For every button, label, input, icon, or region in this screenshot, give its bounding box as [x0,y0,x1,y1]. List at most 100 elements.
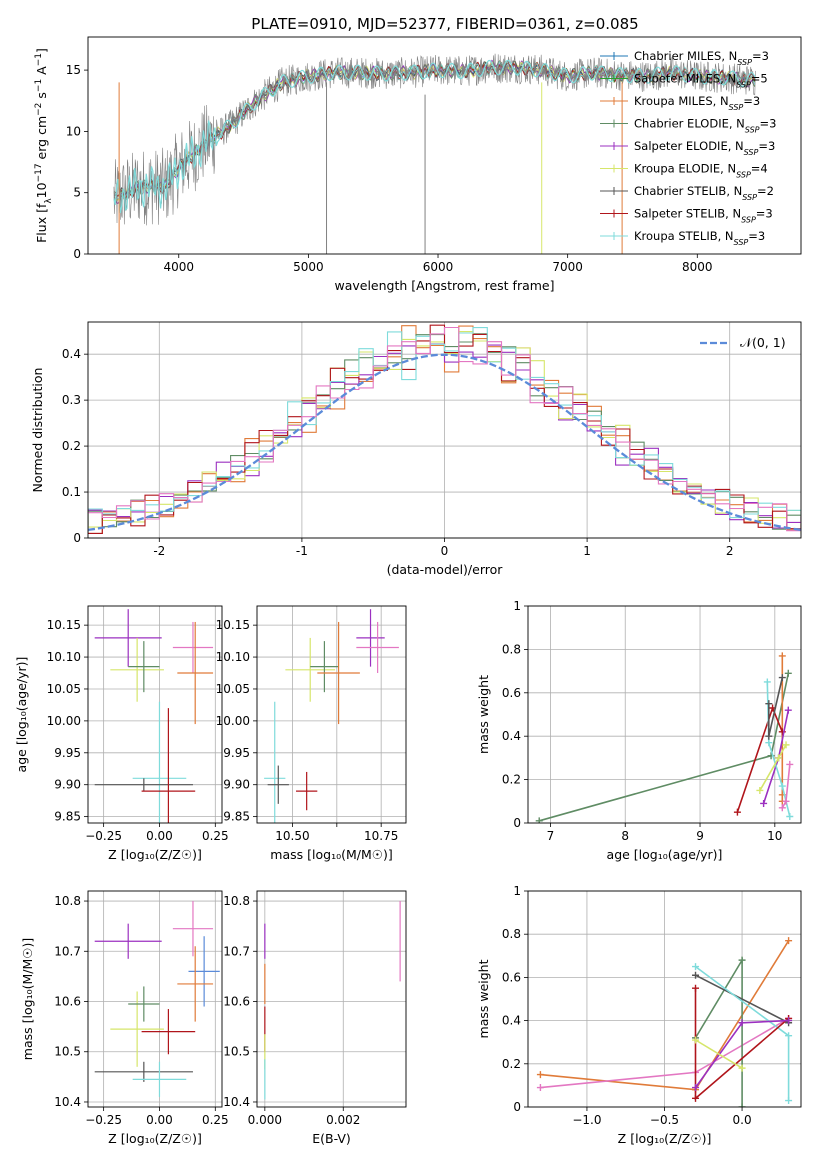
y-tick-label: 10 [66,124,81,138]
residual-histogram [88,326,801,532]
weight-line [695,974,789,1024]
mass_vs_ebv-points [264,901,401,1100]
legend-sub: SSP [742,193,757,202]
y-tick-label: 10.05 [47,682,81,696]
weight-marker [765,700,773,708]
weight-marker [692,963,700,971]
legend-sub: SSP [744,148,759,157]
x-tick-label: 7000 [552,260,583,274]
y-tick-label: 9.95 [223,746,250,760]
model-spectrum-line [113,59,757,214]
figure-title: PLATE=0910, MJD=52377, FIBERID=0361, z=0… [251,15,638,33]
weight_vs_age-frame [527,605,802,824]
weight-marker [738,1019,746,1027]
legend-count: =3 [748,229,765,243]
x-tick-label: 4000 [163,260,194,274]
y-tick-label: 10.4 [223,1095,250,1109]
normal-curve [88,353,801,532]
y-axis-label-part: A [34,66,49,79]
y-tick-label: 10.05 [216,682,250,696]
data-point [110,991,164,1067]
mass_vs_Z-frame [87,890,223,1108]
x-tick-label: 0.00 [146,1113,173,1127]
data-point [128,641,160,693]
y-tick-label: 1 [513,884,521,898]
weight-series [778,760,794,812]
y-tick-label: 10.6 [223,995,250,1009]
data-point [267,765,289,804]
data-point [132,701,187,823]
y-axis-label: mass [log₁₀(M/M☉)] [20,938,35,1060]
weight-marker [785,1032,793,1040]
data-point [172,621,214,674]
data-point [132,1061,187,1097]
y-axis-label-part: ] [34,48,49,53]
x-tick-label: 0 [441,544,449,558]
y-axis-label: mass weight [476,959,491,1038]
data-point [264,701,286,823]
y-tick-label: 0.6 [502,970,521,984]
x-tick-label: 0.0 [733,1113,752,1127]
spectrum-frame [87,36,802,255]
weight-series [733,704,786,816]
y-tick-label: 1 [513,599,521,613]
y-tick-label: 0.6 [502,686,521,700]
legend-name: Chabrier ELODIE, N [634,117,745,131]
x-axis-label: (data-model)/error [387,562,504,577]
y-tick-label: 10.6 [54,995,81,1009]
y-tick-label: 0.2 [502,773,521,787]
weight_vs_Z-lines [536,937,793,1107]
legend-label: Salpeter MILES, NSSP=5 [634,72,768,90]
legend-count: =2 [757,184,774,198]
weight-marker [785,937,793,945]
weight-marker [692,1036,700,1044]
data-point [141,708,196,823]
weight-marker [535,817,543,823]
legend-count: =4 [751,162,768,176]
x-tick-label: −0.5 [650,1113,679,1127]
y-tick-label: 10.15 [216,618,250,632]
x-tick-label: 6000 [423,260,454,274]
age_vs_mass-axes: 10.50 10.75 9.85 9.90 9.95 10.00 10.05 10.10 10.… [216,606,406,862]
weight-marker [756,786,764,794]
x-tick-label: 0.25 [202,829,229,843]
y-tick-label: 0.1 [62,485,81,499]
legend-name: Kroupa STELIB, N [634,229,734,243]
weight-marker [765,732,773,740]
x-tick-label: -1 [296,544,308,558]
x-tick-label: 0.00 [146,829,173,843]
x-tick-label: 9 [696,829,704,843]
x-tick-label: 5000 [293,260,324,274]
legend-count: =3 [752,49,769,63]
x-tick-label: 8 [621,829,629,843]
y-axis-label: age [log₁₀(age/yr)] [14,657,29,773]
weight-marker [778,804,786,812]
y-tick-label: 0 [73,247,81,261]
legend-name: Kroupa ELODIE, N [634,162,736,176]
x-tick-label: −1.0 [572,1113,601,1127]
legend-label: Kroupa STELIB, NSSP=3 [634,229,765,247]
weight-marker [692,1084,700,1092]
data-point [317,621,360,725]
x-tick-label: 0.000 [248,1113,282,1127]
legend-name: Chabrier STELIB, N [634,184,742,198]
y-tick-label: 10.10 [47,650,81,664]
y-tick-label: 9.95 [54,746,81,760]
data-point [141,1009,196,1055]
y-tick-label: 0.4 [62,347,81,361]
data-point [172,901,214,957]
weight-series [692,956,746,1107]
weight-marker [692,984,700,992]
y-tick-label: 9.85 [54,810,81,824]
age_vs_mass-frame [256,605,407,824]
x-axis-label: Z [log₁₀(Z/Z☉)] [108,1131,202,1146]
x-tick-label: 10.75 [364,829,398,843]
y-tick-label: 9.85 [223,810,250,824]
weight-marker [536,1071,544,1079]
mass_vs_ebv-frame [256,890,407,1108]
legend-label: Kroupa ELODIE, NSSP=4 [634,162,768,180]
y-tick-label: 10.5 [54,1045,81,1059]
data-point [94,1061,193,1082]
